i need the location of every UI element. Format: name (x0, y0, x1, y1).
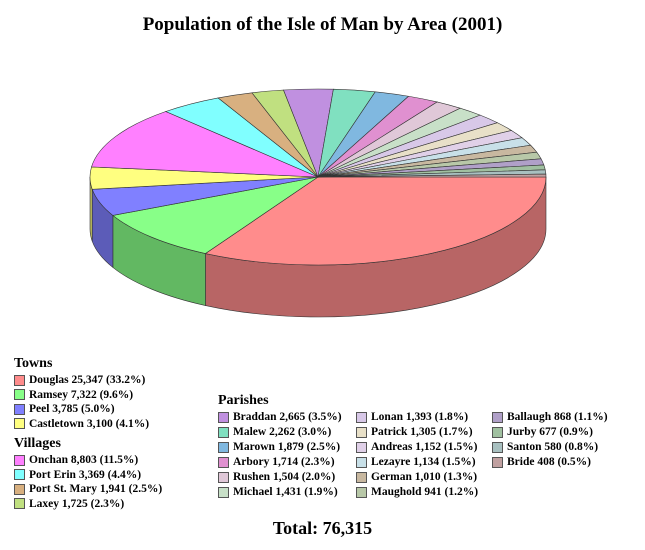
legend-label: German 1,010 (1.3%) (371, 471, 478, 484)
legend-item: Rushen 1,504 (2.0%) (218, 470, 356, 485)
legend-item: Laxey 1,725 (2.3%) (14, 497, 162, 512)
legend-item: Patrick 1,305 (1.7%) (356, 425, 492, 440)
legend-label: Onchan 8,803 (11.5%) (29, 454, 139, 467)
legend-item: Lezayre 1,134 (1.5%) (356, 455, 492, 470)
legend-swatch (14, 418, 25, 430)
legend-item: Santon 580 (0.8%) (492, 440, 612, 455)
legend-item: Braddan 2,665 (3.5%) (218, 410, 356, 425)
legend-label: Arbory 1,714 (2.3%) (233, 456, 335, 469)
legend-parishes: Parishes Braddan 2,665 (3.5%) Malew 2,262… (218, 393, 612, 500)
legend-item: Arbory 1,714 (2.3%) (218, 455, 356, 470)
legend-swatch (218, 486, 229, 498)
legend-swatch (14, 498, 25, 510)
legend-item: Onchan 8,803 (11.5%) (14, 453, 162, 468)
legend-label: Marown 1,879 (2.5%) (233, 441, 341, 454)
legend-swatch (218, 471, 229, 483)
legend-swatch (356, 486, 367, 498)
legend-swatch (492, 426, 503, 438)
legend-label: Ballaugh 868 (1.1%) (507, 411, 608, 424)
legend-label: Malew 2,262 (3.0%) (233, 426, 332, 439)
legend-item: Ballaugh 868 (1.1%) (492, 410, 612, 425)
legend-heading-towns: Towns (14, 356, 53, 371)
legend-item: Maughold 941 (1.2%) (356, 485, 492, 500)
legend-item: Marown 1,879 (2.5%) (218, 440, 356, 455)
legend-label: Port St. Mary 1,941 (2.5%) (29, 483, 163, 496)
chart-title: Population of the Isle of Man by Area (2… (142, 14, 503, 35)
legend-label: Peel 3,785 (5.0%) (29, 403, 115, 416)
legend-item: Andreas 1,152 (1.5%) (356, 440, 492, 455)
legend-label: Rushen 1,504 (2.0%) (233, 471, 336, 484)
legend-label: Braddan 2,665 (3.5%) (233, 411, 342, 424)
legend-label: Bride 408 (0.5%) (507, 456, 592, 469)
legend-swatch (492, 456, 503, 468)
legend-label: Santon 580 (0.8%) (507, 441, 599, 454)
legend-item: Peel 3,785 (5.0%) (14, 402, 149, 417)
legend-item: Michael 1,431 (1.9%) (218, 485, 356, 500)
legend-label: Maughold 941 (1.2%) (371, 486, 479, 499)
legend-swatch (14, 483, 25, 495)
legend-label: Castletown 3,100 (4.1%) (29, 417, 150, 430)
pie-slice-1 (112, 176, 319, 254)
legend-label: Michael 1,431 (1.9%) (233, 486, 338, 499)
legend-label: Douglas 25,347 (33.2%) (29, 374, 146, 387)
legend-label: Andreas 1,152 (1.5%) (371, 441, 478, 454)
legend-label: Laxey 1,725 (2.3%) (29, 497, 125, 510)
legend-heading-villages: Villages (14, 436, 61, 451)
legend-item: Malew 2,262 (3.0%) (218, 425, 356, 440)
legend-label: Lonan 1,393 (1.8%) (371, 411, 469, 424)
legend-heading-parishes: Parishes (218, 393, 269, 408)
legend-swatch (14, 389, 25, 401)
legend-swatch (218, 441, 229, 453)
legend-label: Jurby 677 (0.9%) (507, 426, 593, 439)
pie-top (89, 88, 547, 266)
legend-label: Port Erin 3,369 (4.4%) (29, 468, 142, 481)
legend-swatch (218, 411, 229, 423)
legend-swatch (356, 456, 367, 468)
legend-swatch (356, 471, 367, 483)
legend-swatch (356, 441, 367, 453)
legend-item: Bride 408 (0.5%) (492, 455, 612, 470)
legend-swatch (14, 403, 25, 415)
legend-swatch (14, 454, 25, 466)
legend-villages: Villages Onchan 8,803 (11.5%) Port Erin 3… (14, 436, 162, 511)
pie-sides (89, 176, 547, 318)
legend-item: German 1,010 (1.3%) (356, 470, 492, 485)
legend-swatch (492, 411, 503, 423)
legend-item: Lonan 1,393 (1.8%) (356, 410, 492, 425)
pie-slice-4 (91, 111, 319, 178)
legend-label: Patrick 1,305 (1.7%) (371, 426, 473, 439)
pie-slice-0 (204, 176, 547, 266)
legend-swatch (492, 441, 503, 453)
legend-towns: Towns Douglas 25,347 (33.2%) Ramsey 7,322… (14, 356, 149, 431)
legend-swatch (14, 469, 25, 481)
legend-item: Port St. Mary 1,941 (2.5%) (14, 482, 162, 497)
legend-item: Ramsey 7,322 (9.6%) (14, 388, 149, 403)
legend-item: Castletown 3,100 (4.1%) (14, 417, 149, 432)
legend-item: Port Erin 3,369 (4.4%) (14, 468, 162, 483)
pie-slice-23 (317, 173, 547, 178)
legend-label: Lezayre 1,134 (1.5%) (371, 456, 476, 469)
legend-swatch (356, 426, 367, 438)
chart-total: Total: 76,315 (272, 518, 373, 538)
legend-item: Jurby 677 (0.9%) (492, 425, 612, 440)
legend-swatch (14, 374, 25, 386)
legend-swatch (356, 411, 367, 423)
legend-item: Douglas 25,347 (33.2%) (14, 373, 149, 388)
legend-label: Ramsey 7,322 (9.6%) (29, 388, 134, 401)
legend-swatch (218, 456, 229, 468)
legend-swatch (218, 426, 229, 438)
